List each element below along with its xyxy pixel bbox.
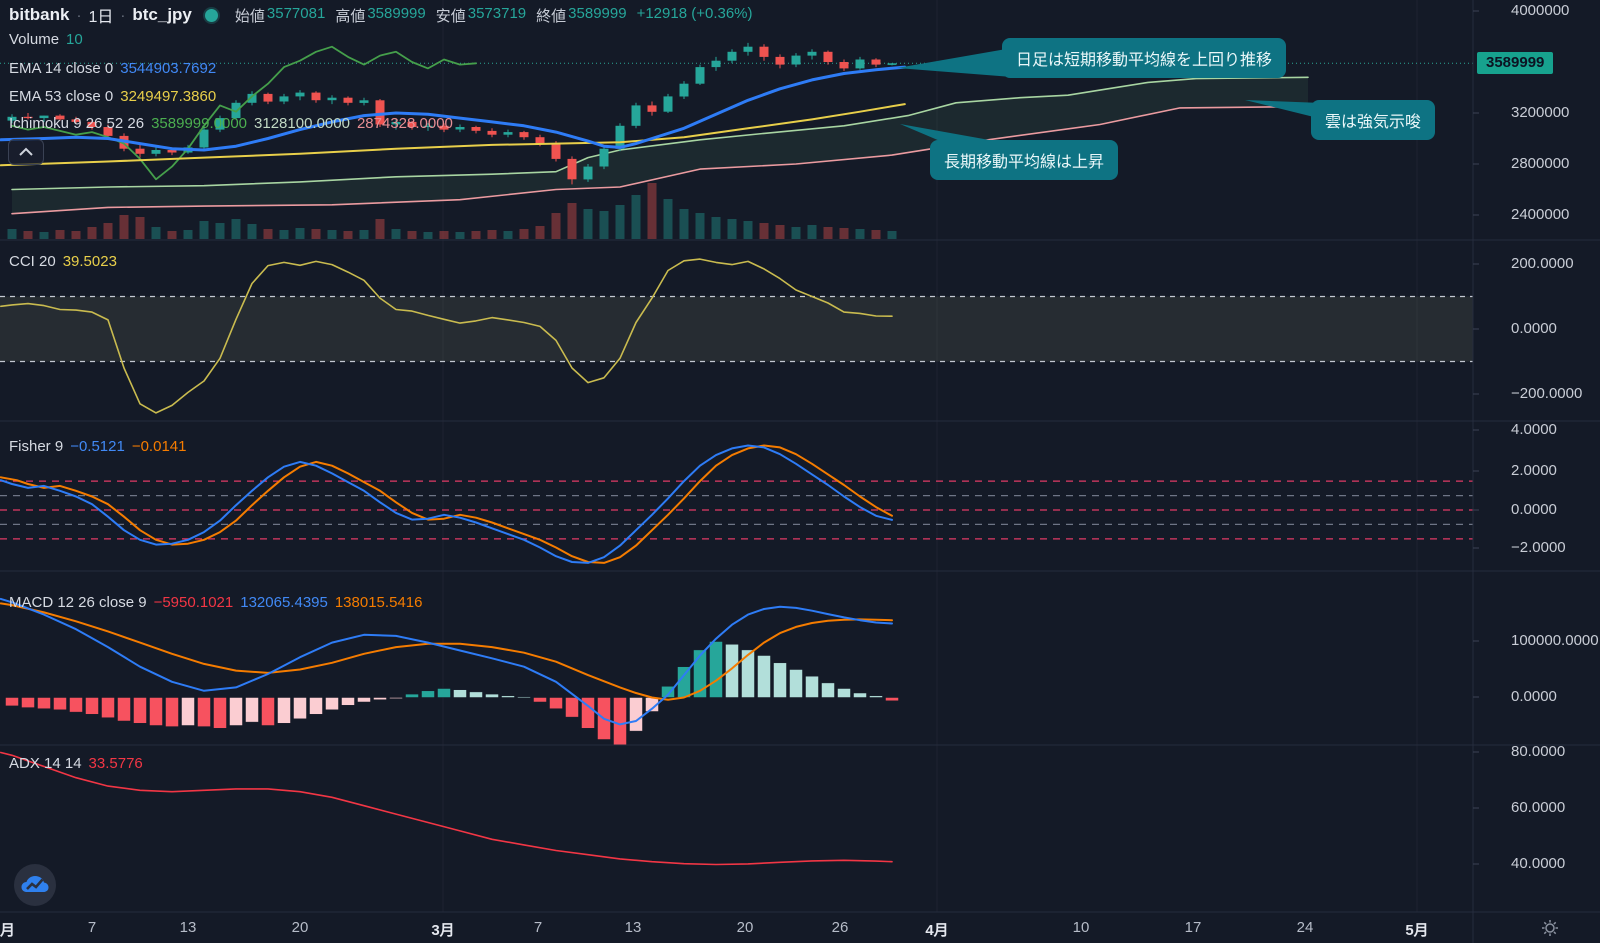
open-value: 3577081: [266, 4, 326, 22]
legend-fisher[interactable]: Fisher 9 −0.5121 −0.0141: [9, 438, 186, 455]
legend-adx[interactable]: ADX 14 14 33.5776: [9, 755, 143, 772]
fisher-pane: [0, 444, 1473, 564]
adx-pane: [0, 751, 893, 866]
axis-label: 0.0000: [1511, 688, 1557, 705]
volume-label: Volume: [9, 31, 60, 48]
fisher-trigger-value: −0.0141: [131, 438, 187, 455]
macd-label: MACD 12 26 close 9: [9, 594, 147, 611]
cci-pane: [0, 258, 1473, 414]
exchange-name[interactable]: bitbank: [9, 5, 70, 24]
tradingview-logo[interactable]: [14, 864, 56, 906]
time-label: 20: [736, 919, 754, 936]
high-value: 3589999: [367, 4, 426, 22]
callout-above-short-ma[interactable]: 日足は短期移動平均線を上回り推移: [1002, 38, 1287, 78]
ema14-label: EMA 14 close 0: [9, 60, 114, 77]
legend-ema14[interactable]: EMA 14 close 0 3544903.7692: [9, 60, 216, 77]
last-price-tag: 3589999: [1477, 52, 1554, 74]
time-label: 13: [179, 919, 197, 936]
fisher-value: −0.5121: [70, 438, 125, 455]
macd-signal-value: 138015.5416: [334, 594, 423, 611]
symbol-name[interactable]: btc_jpy: [132, 5, 192, 24]
close-value: 3589999: [568, 4, 627, 22]
time-label: 5月: [1405, 922, 1429, 939]
change-value: +12918 (+0.36%): [636, 4, 753, 22]
candles: [7, 42, 897, 185]
time-label: 月: [0, 922, 16, 939]
chevron-up-icon: [19, 147, 33, 156]
gear-icon[interactable]: [1539, 917, 1561, 939]
axis-label: 2800000: [1511, 155, 1570, 172]
cci-label: CCI 20: [9, 253, 56, 270]
ema14-value: 3544903.7692: [120, 60, 217, 77]
high-label: 高値: [335, 7, 366, 25]
axis-label: −2.0000: [1511, 539, 1566, 556]
axis-label: 80.0000: [1511, 743, 1566, 760]
time-label: 10: [1072, 919, 1090, 936]
fisher-label: Fisher 9: [9, 438, 64, 455]
time-label: 3月: [431, 922, 455, 939]
ohlc-readout: 始値 3577081 高値 3589999 安値 3573719 終値 3589999 …: [235, 5, 753, 26]
volume-bars: [7, 183, 897, 239]
ema53-value: 3249497.3860: [120, 88, 217, 105]
collapse-indicators-button[interactable]: [8, 139, 44, 165]
callout-tails: [897, 48, 1322, 141]
symbol-header: bitbank · 1日 · btc_jpy 始値 3577081 高値 35899…: [9, 3, 753, 27]
time-label: 4月: [925, 922, 949, 939]
axis-label: 2400000: [1511, 206, 1570, 223]
axis-label: 4.0000: [1511, 421, 1557, 438]
separator-dot: ·: [120, 6, 126, 24]
macd-hist-value: −5950.1021: [153, 594, 234, 611]
axis-label: 60.0000: [1511, 799, 1566, 816]
axis-label: 40.0000: [1511, 855, 1566, 872]
axis-label: 0.0000: [1511, 501, 1557, 518]
ichimoku-value-1: 3589999.0000: [151, 115, 248, 132]
ichimoku-cloud: [11, 76, 1309, 215]
ichimoku-value-3: 2874328.0000: [356, 115, 453, 132]
callout-long-ma-rising[interactable]: 長期移動平均線は上昇: [930, 140, 1119, 180]
ichimoku-label: Ichimoku 9 26 52 26: [9, 115, 145, 132]
axis-label: 0.0000: [1511, 320, 1557, 337]
adx-label: ADX 14 14: [9, 755, 82, 772]
axis-label: 200.0000: [1511, 255, 1574, 272]
time-label: 20: [291, 919, 309, 936]
axis-label: 2.0000: [1511, 462, 1557, 479]
callout-bullish-cloud[interactable]: 雲は強気示唆: [1311, 100, 1436, 140]
legend-volume[interactable]: Volume 10: [9, 31, 83, 48]
legend-macd[interactable]: MACD 12 26 close 9 −5950.1021 132065.439…: [9, 594, 422, 611]
macd-pane: [0, 597, 899, 746]
macd-line-value: 132065.4395: [240, 594, 328, 611]
time-label: 13: [624, 919, 642, 936]
open-label: 始値: [234, 7, 265, 25]
adx-value: 33.5776: [88, 755, 143, 772]
ema53-label: EMA 53 close 0: [9, 88, 114, 105]
ichimoku-value-2: 3128100.0000: [254, 115, 350, 132]
volume-value: 10: [66, 31, 83, 48]
separator-dot: ·: [76, 6, 82, 24]
time-label: 7: [533, 919, 543, 936]
cloud-chart-icon: [21, 876, 49, 892]
price-axis[interactable]: 4000000 3200000 2800000 2400000 200.0000 0.00…: [1473, 0, 1600, 912]
time-label: 26: [831, 919, 849, 936]
time-label: 7: [87, 919, 97, 936]
low-label: 安値: [435, 7, 466, 25]
close-label: 終値: [536, 7, 567, 25]
interval-selector[interactable]: 1日: [88, 9, 114, 26]
time-label: 24: [1296, 919, 1314, 936]
time-axis[interactable]: 月 7 13 20 3月 7 13 20 26 4月 10 17 24 5月: [0, 912, 1600, 943]
legend-ema53[interactable]: EMA 53 close 0 3249497.3860: [9, 88, 216, 105]
price-overlays: [0, 45, 907, 181]
axis-label: 3200000: [1511, 104, 1570, 121]
axis-label: 100000.0000: [1511, 632, 1599, 649]
axis-label: −200.0000: [1511, 385, 1583, 402]
axis-label: 4000000: [1511, 2, 1570, 19]
cci-value: 39.5023: [62, 253, 117, 270]
low-value: 3573719: [467, 4, 527, 22]
legend-ichimoku[interactable]: Ichimoku 9 26 52 26 3589999.0000 3128100…: [9, 115, 453, 132]
legend-cci[interactable]: CCI 20 39.5023: [9, 253, 117, 270]
time-label: 17: [1184, 919, 1202, 936]
live-indicator-icon[interactable]: [204, 8, 218, 22]
